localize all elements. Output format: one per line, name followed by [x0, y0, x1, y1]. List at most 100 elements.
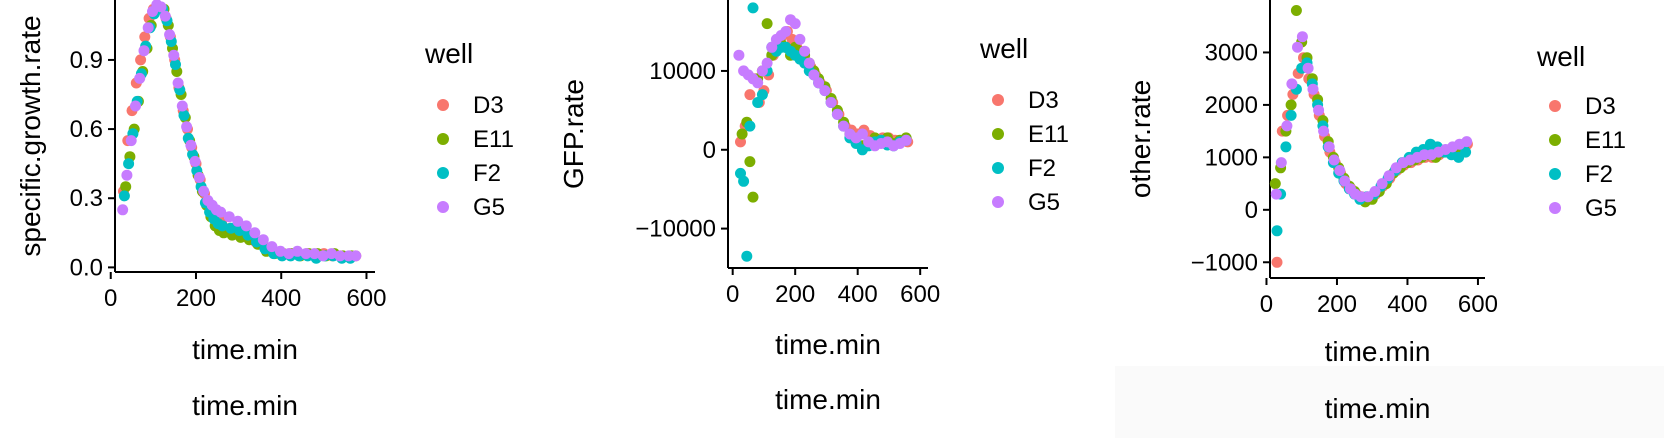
y-tick-label: 3000 [1205, 39, 1258, 66]
legend-label-D3: D3 [1028, 87, 1059, 114]
legend-key-E11 [437, 133, 449, 145]
data-point-G5 [181, 121, 193, 133]
x-axis-title: time.min [1325, 336, 1431, 367]
legend-label-E11: E11 [1028, 121, 1069, 148]
data-point-G5 [291, 245, 303, 257]
data-point-E11 [120, 181, 132, 193]
data-point-G5 [215, 206, 227, 218]
y-axis-title: GFP.rate [558, 79, 589, 189]
legend-label-F2: F2 [473, 160, 501, 187]
data-point-G5 [1307, 83, 1319, 95]
data-point-G5 [317, 250, 329, 262]
data-point-G5 [283, 248, 295, 260]
data-point-G5 [142, 22, 154, 34]
data-point-G5 [172, 77, 184, 89]
y-tick-label: 0 [703, 137, 716, 164]
data-point-G5 [761, 57, 773, 69]
legend-label-G5: G5 [473, 194, 505, 221]
footer-label: time.min [192, 390, 298, 421]
x-tick-label: 400 [1387, 291, 1427, 318]
data-point-E11 [736, 128, 748, 140]
legend-key-G5 [437, 201, 449, 213]
data-point-G5 [189, 155, 201, 167]
data-point-G5 [825, 97, 837, 108]
data-point-F2 [1285, 109, 1297, 121]
data-point-G5 [789, 18, 801, 30]
x-tick-label: 200 [1317, 291, 1357, 318]
data-point-G5 [240, 220, 252, 232]
data-point-E11 [1269, 178, 1281, 190]
data-point-F2 [216, 220, 228, 232]
y-axis-title: specific.growth.rate [15, 15, 46, 256]
x-tick-label: 400 [838, 281, 878, 308]
data-point-F2 [118, 190, 130, 202]
legend-label-G5: G5 [1028, 189, 1060, 216]
data-point-F2 [1280, 141, 1292, 153]
legend-key-D3 [992, 94, 1004, 106]
data-point-G5 [130, 100, 141, 112]
data-point-G5 [1376, 178, 1388, 190]
data-point-G5 [300, 248, 312, 260]
data-point-G5 [813, 77, 825, 89]
data-point-G5 [350, 250, 362, 262]
y-tick-label: 0.9 [70, 47, 103, 74]
data-point-F2 [1271, 225, 1283, 237]
data-point-G5 [121, 169, 133, 181]
legend-key-D3 [437, 99, 449, 111]
data-point-G5 [1286, 78, 1298, 90]
data-point-E11 [1290, 5, 1302, 16]
data-point-G5 [1461, 136, 1473, 148]
data-point-E11 [744, 156, 756, 168]
data-point-G5 [819, 85, 831, 97]
x-tick-label: 0 [104, 285, 117, 312]
data-point-G5 [799, 45, 811, 57]
data-point-F2 [123, 158, 135, 170]
data-point-E11 [1285, 99, 1297, 111]
x-tick-label: 400 [261, 285, 301, 312]
data-point-G5 [223, 211, 235, 223]
data-point-G5 [733, 49, 745, 61]
x-axis-title: time.min [775, 329, 881, 360]
data-point-G5 [117, 204, 129, 216]
data-point-G5 [1339, 175, 1351, 187]
data-point-G5 [193, 172, 205, 183]
data-point-F2 [1460, 146, 1472, 158]
legend-title: well [979, 33, 1028, 64]
data-point-G5 [198, 185, 210, 197]
legend-label-D3: D3 [1585, 93, 1616, 120]
data-point-G5 [164, 29, 176, 41]
data-point-G5 [803, 57, 815, 69]
data-point-G5 [125, 135, 137, 147]
legend-label-G5: G5 [1585, 195, 1617, 222]
x-tick-label: 600 [1458, 291, 1498, 318]
y-tick-label: 1000 [1205, 144, 1258, 171]
data-point-D3 [139, 31, 151, 43]
data-point-G5 [134, 72, 146, 84]
x-tick-label: 200 [775, 281, 815, 308]
footer-label: time.min [1325, 393, 1431, 424]
footer-label: time.min [775, 384, 881, 415]
data-point-F2 [744, 120, 756, 132]
x-tick-label: 0 [726, 281, 739, 308]
data-point-G5 [1270, 188, 1282, 200]
data-point-G5 [752, 77, 764, 89]
data-point-G5 [1302, 62, 1314, 74]
y-tick-label: 0 [1245, 197, 1258, 224]
gfp-rate-panel: −10000 0 10000 0 200 400 600 time.min GFP.rate ti… [558, 0, 1069, 415]
data-point-F2 [178, 109, 190, 121]
data-point-G5 [326, 248, 337, 260]
legend-label-E11: E11 [473, 126, 514, 153]
data-point-D3 [135, 54, 147, 66]
data-point-G5 [1281, 120, 1293, 132]
data-point-G5 [1275, 157, 1287, 169]
legend-label-F2: F2 [1585, 161, 1613, 188]
data-point-G5 [1328, 154, 1340, 166]
legend-key-F2 [1549, 168, 1561, 180]
y-tick-label: 10000 [649, 58, 716, 85]
x-tick-label: 600 [346, 285, 386, 312]
data-point-G5 [1313, 104, 1325, 116]
data-point-D3 [1271, 256, 1283, 268]
data-point-G5 [257, 234, 269, 246]
legend-key-E11 [992, 128, 1004, 140]
